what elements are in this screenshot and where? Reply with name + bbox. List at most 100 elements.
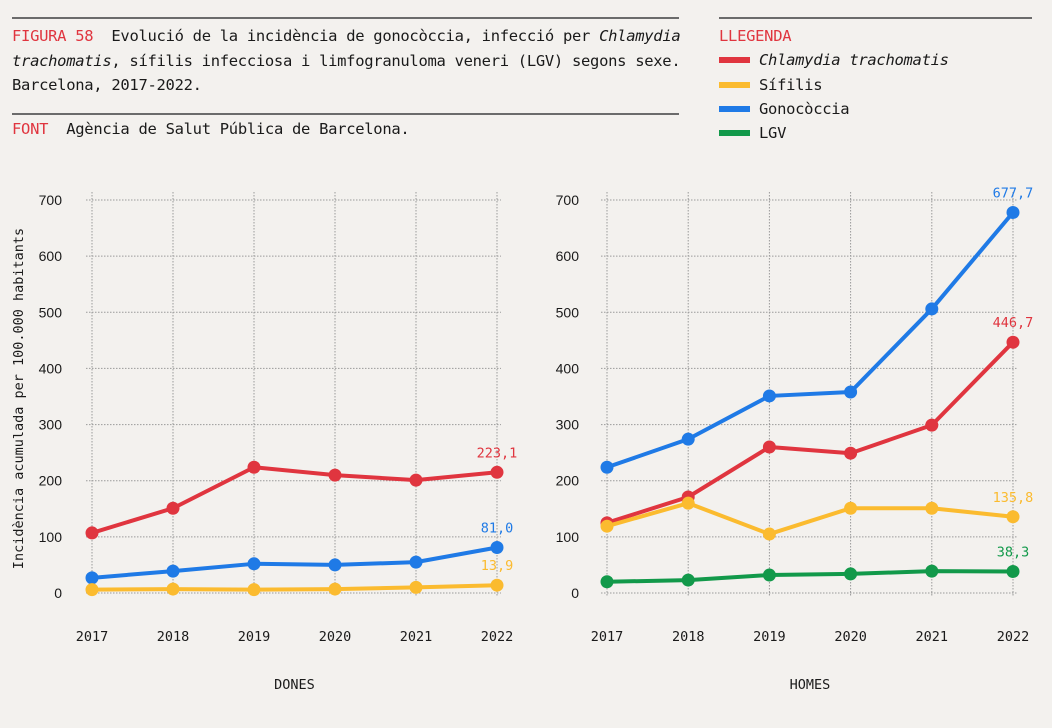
x-tick-label: 2017	[76, 629, 109, 645]
y-tick-label: 0	[54, 585, 62, 601]
x-tick-label: 2019	[753, 629, 786, 645]
data-point	[409, 580, 423, 594]
x-tick-label: 2022	[481, 629, 514, 645]
legend: LLEGENDA Chlamydia trachomatis Sífilis Gon…	[719, 24, 949, 145]
y-tick-label: 200	[556, 473, 580, 489]
legend-title: LLEGENDA	[719, 27, 792, 45]
data-point	[166, 501, 180, 515]
y-tick-label: 100	[556, 529, 580, 545]
data-point	[247, 557, 261, 571]
data-point	[600, 575, 614, 589]
data-point	[925, 564, 939, 578]
y-tick-label: 500	[39, 304, 63, 320]
x-tick-label: 2020	[834, 629, 867, 645]
y-tick-label: 400	[556, 360, 580, 376]
data-point	[681, 573, 695, 587]
data-point	[409, 555, 423, 569]
x-tick-label: 2021	[916, 629, 949, 645]
data-point	[600, 519, 614, 533]
series-line	[606, 501, 1014, 537]
data-point	[328, 558, 342, 572]
data-point	[925, 501, 939, 515]
chart-title: DONES	[274, 677, 315, 693]
x-tick-label: 2018	[672, 629, 705, 645]
data-point	[490, 541, 504, 555]
chart-title: HOMES	[790, 677, 831, 693]
legend-swatch	[719, 57, 750, 64]
data-point	[490, 578, 504, 592]
data-point	[1006, 206, 1020, 220]
data-point	[328, 468, 342, 482]
end-value-label: 13,9	[481, 558, 514, 574]
source-label: FONT	[12, 120, 49, 138]
legend-top-rule	[719, 17, 1032, 19]
data-point	[762, 440, 776, 454]
end-value-label: 81,0	[481, 521, 514, 537]
data-point	[762, 568, 776, 582]
series-line	[606, 340, 1015, 525]
data-point	[1006, 510, 1020, 524]
x-tick-label: 2020	[319, 629, 352, 645]
x-tick-label: 2018	[157, 629, 190, 645]
y-axis-label: Incidència acumulada per 100.000 habitan…	[11, 228, 27, 569]
x-tick-label: 2019	[238, 629, 271, 645]
data-point	[247, 460, 261, 474]
y-tick-label: 500	[556, 304, 580, 320]
legend-item: LGV	[719, 121, 949, 145]
data-point	[762, 527, 776, 541]
data-point	[490, 465, 504, 479]
y-tick-label: 600	[39, 248, 63, 264]
legend-swatch	[719, 106, 750, 113]
legend-item: Sífilis	[719, 73, 949, 97]
legend-label: LGV	[759, 124, 787, 143]
figure-caption: FIGURA 58 Evolució de la incidència de g…	[12, 24, 682, 98]
y-tick-label: 200	[39, 473, 63, 489]
legend-label: Gonocòccia	[759, 99, 850, 118]
data-point	[925, 302, 939, 316]
legend-item: Chlamydia trachomatis	[719, 48, 949, 72]
figure-title-italic: Chlamydia trachomatis	[12, 27, 681, 70]
data-point	[166, 582, 180, 596]
caption-bottom-rule	[12, 113, 679, 115]
data-point	[85, 583, 99, 597]
data-point	[85, 526, 99, 540]
source-text: Agència de Salut Pública de Barcelona.	[66, 120, 410, 138]
series-line	[91, 583, 498, 592]
end-value-label: 38,3	[997, 544, 1030, 560]
data-point	[409, 473, 423, 487]
data-point	[85, 571, 99, 585]
data-point	[925, 418, 939, 432]
caption-top-rule	[12, 17, 679, 19]
x-tick-label: 2017	[591, 629, 624, 645]
data-point	[166, 564, 180, 578]
data-point	[844, 501, 858, 515]
figure-title-part2: , sífilis infecciosa i limfogranuloma ve…	[12, 51, 681, 95]
legend-item: Gonocòccia	[719, 97, 949, 121]
data-point	[844, 446, 858, 460]
data-point	[681, 432, 695, 446]
y-tick-label: 0	[571, 585, 579, 601]
series-line	[91, 465, 498, 535]
legend-label: Chlamydia trachomatis	[759, 51, 949, 70]
data-point	[844, 385, 858, 399]
y-tick-label: 100	[39, 529, 63, 545]
series-line	[606, 569, 1014, 584]
y-tick-label: 700	[556, 192, 580, 208]
end-value-label: 223,1	[477, 445, 518, 461]
y-tick-label: 600	[556, 248, 580, 264]
y-tick-label: 300	[556, 417, 580, 433]
source-line: FONT Agència de Salut Pública de Barcelo…	[12, 120, 410, 138]
data-point	[844, 567, 858, 581]
y-tick-label: 400	[39, 360, 63, 376]
data-point	[247, 583, 261, 597]
series-line	[606, 211, 1015, 470]
data-point	[328, 582, 342, 596]
x-tick-label: 2021	[400, 629, 433, 645]
data-point	[1006, 335, 1020, 349]
data-point	[762, 389, 776, 403]
end-value-label: 135,8	[993, 490, 1034, 506]
series-line	[91, 545, 498, 580]
legend-swatch	[719, 130, 750, 137]
data-point	[1006, 564, 1020, 578]
